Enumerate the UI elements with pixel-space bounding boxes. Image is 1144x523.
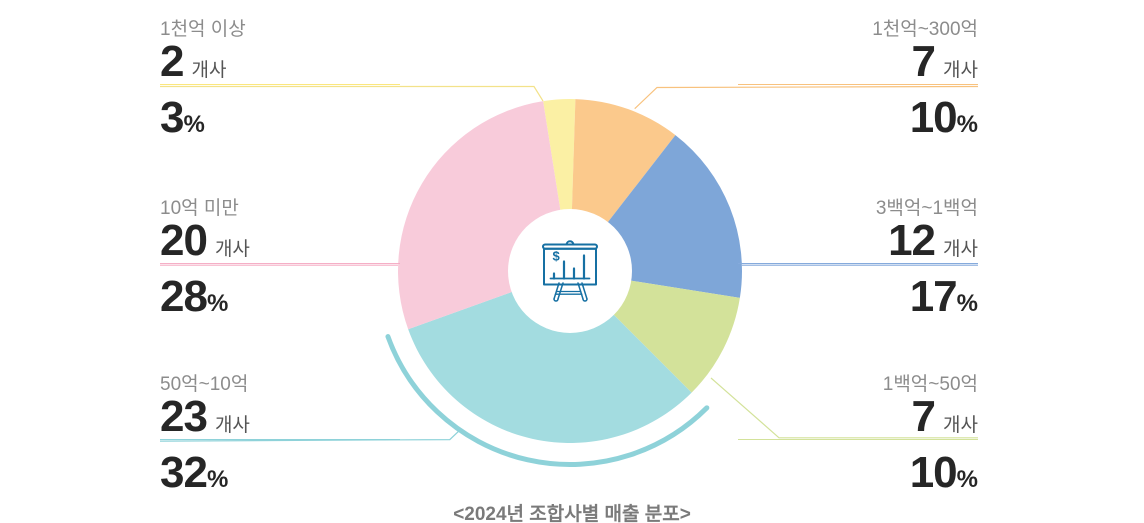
svg-text:$: $ bbox=[553, 249, 561, 264]
